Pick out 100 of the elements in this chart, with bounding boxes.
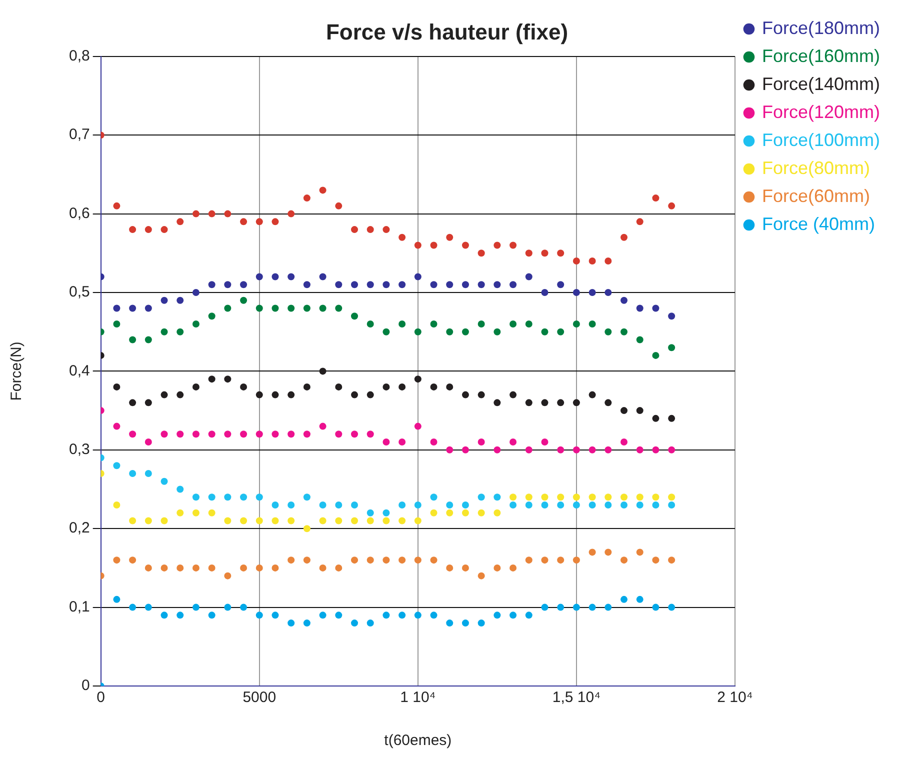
point — [541, 604, 548, 611]
y-tick-label: 0 — [82, 677, 90, 694]
point — [192, 289, 200, 296]
point — [604, 446, 612, 454]
point — [510, 391, 517, 398]
point — [557, 604, 564, 611]
point — [557, 556, 564, 564]
point — [541, 399, 548, 406]
point — [620, 494, 628, 501]
point — [478, 494, 485, 501]
point — [366, 509, 374, 516]
point — [113, 304, 120, 312]
point — [557, 446, 564, 454]
point — [652, 352, 660, 359]
point — [668, 501, 676, 508]
point — [288, 391, 295, 398]
point — [160, 517, 168, 524]
point — [288, 517, 295, 524]
point — [366, 517, 374, 524]
point — [224, 517, 232, 524]
point — [414, 376, 422, 383]
point — [303, 383, 310, 390]
point — [351, 620, 358, 627]
point — [604, 258, 612, 265]
point — [478, 509, 485, 516]
point — [494, 564, 501, 572]
point — [160, 328, 168, 336]
point — [430, 281, 438, 288]
point — [240, 281, 248, 288]
point — [192, 604, 200, 611]
x-tick-label: 1 10⁴ — [400, 689, 436, 706]
point — [446, 234, 454, 241]
point — [636, 407, 644, 414]
point — [335, 564, 342, 572]
point — [144, 517, 152, 524]
point — [272, 564, 279, 572]
point — [525, 612, 532, 619]
point — [160, 430, 168, 438]
point — [588, 501, 596, 508]
point — [160, 391, 168, 398]
point — [208, 494, 216, 501]
point — [176, 509, 184, 516]
point — [478, 391, 485, 398]
point — [144, 604, 152, 611]
point — [398, 281, 406, 288]
point — [208, 612, 216, 619]
point — [224, 304, 232, 312]
point — [303, 430, 310, 438]
point — [398, 612, 406, 619]
point — [446, 509, 454, 516]
point — [160, 612, 168, 619]
point — [351, 501, 358, 508]
point — [604, 501, 612, 508]
point — [366, 391, 374, 398]
point — [208, 210, 216, 218]
point — [303, 194, 310, 202]
point — [303, 525, 310, 532]
y-tick-label: 0,3 — [68, 441, 90, 458]
y-tick-label: 0,6 — [68, 204, 90, 222]
point — [382, 612, 390, 619]
point — [144, 399, 152, 406]
point — [446, 281, 454, 288]
x-axis-title: t(60emes) — [384, 732, 452, 750]
point — [366, 430, 374, 438]
point — [176, 564, 184, 572]
point — [129, 304, 136, 312]
point — [572, 289, 580, 296]
point — [192, 430, 200, 438]
point — [446, 501, 454, 508]
point — [446, 383, 454, 390]
point — [160, 226, 168, 234]
point — [351, 556, 358, 564]
point — [494, 328, 501, 336]
point — [414, 501, 422, 508]
point — [382, 328, 390, 336]
point — [604, 494, 612, 501]
point — [192, 564, 200, 572]
point — [636, 218, 644, 226]
point — [319, 273, 326, 280]
point — [208, 312, 216, 320]
point — [240, 296, 248, 304]
point — [620, 596, 628, 603]
point — [557, 328, 564, 336]
y-tick-label: 0,7 — [68, 126, 90, 144]
y-tick-label: 0,5 — [68, 284, 90, 301]
point — [510, 612, 517, 619]
point — [541, 328, 548, 336]
point — [303, 304, 310, 312]
point — [525, 273, 532, 280]
point — [398, 234, 406, 241]
point — [129, 399, 136, 406]
point — [256, 494, 263, 501]
point — [541, 494, 548, 501]
point — [224, 376, 232, 383]
point — [288, 501, 295, 508]
point — [588, 604, 596, 611]
x-tick-label: 5000 — [242, 689, 276, 706]
point — [668, 312, 676, 320]
point — [557, 250, 564, 257]
point — [446, 620, 454, 627]
